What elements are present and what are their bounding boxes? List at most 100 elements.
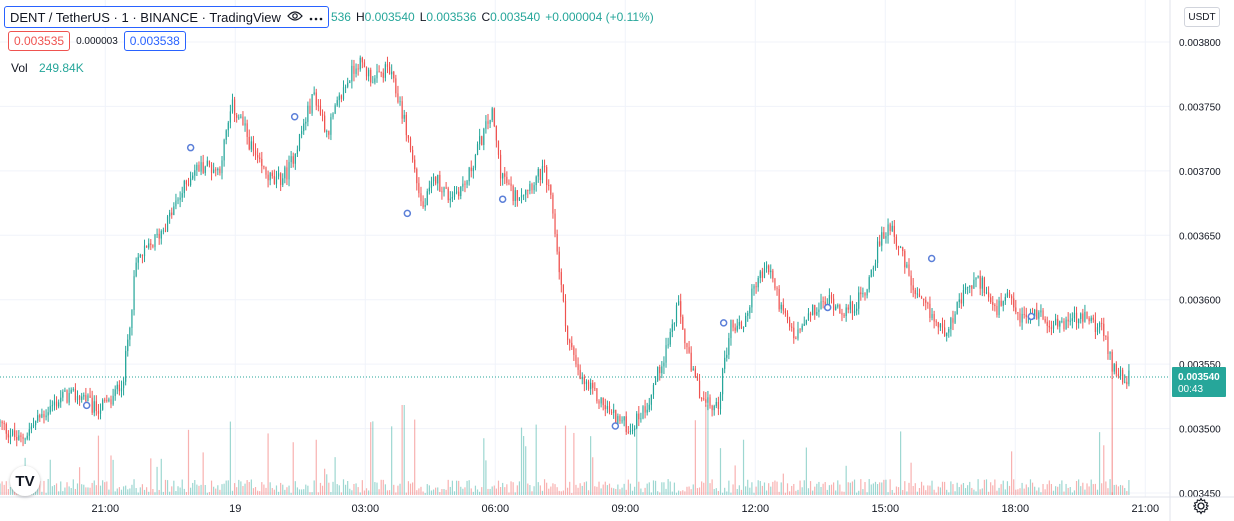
time-axis[interactable]: 21:00 19 03:00 06:00 09:00 12:00 15:00 18:00 21:… bbox=[0, 496, 1234, 515]
volume-bar bbox=[807, 488, 810, 495]
candle-body bbox=[516, 190, 518, 201]
event-marker[interactable] bbox=[403, 209, 412, 218]
volume-bar bbox=[960, 484, 962, 495]
candle-body bbox=[5, 424, 7, 434]
candle-body bbox=[805, 319, 807, 324]
event-marker[interactable] bbox=[186, 143, 195, 152]
candle-body bbox=[730, 319, 732, 339]
event-marker[interactable] bbox=[1027, 312, 1036, 321]
candle-body bbox=[14, 430, 16, 438]
candle-body bbox=[127, 339, 129, 352]
candle-body bbox=[847, 307, 849, 310]
candle-body bbox=[1021, 313, 1023, 323]
volume-bar bbox=[487, 488, 489, 495]
volume-bar bbox=[1105, 481, 1107, 495]
volume-bar bbox=[975, 491, 977, 495]
spread-value: 0.000003 bbox=[76, 35, 118, 47]
candle-body bbox=[374, 78, 376, 83]
volume-bar bbox=[104, 482, 106, 495]
volume-bar bbox=[340, 492, 342, 495]
event-markers[interactable] bbox=[82, 112, 1036, 430]
candle-body bbox=[437, 174, 439, 184]
candle-body bbox=[600, 397, 602, 404]
volume-bar bbox=[1, 481, 3, 495]
candle-body bbox=[242, 116, 244, 126]
candle-body bbox=[1096, 327, 1099, 332]
volume-bar bbox=[925, 490, 927, 495]
volume-bar bbox=[969, 481, 971, 495]
volume-bar bbox=[742, 439, 745, 495]
event-marker[interactable] bbox=[927, 254, 936, 263]
candle-body bbox=[326, 131, 328, 132]
candle-body bbox=[284, 167, 286, 179]
event-marker[interactable] bbox=[82, 401, 91, 410]
candle-body bbox=[0, 421, 1, 423]
volume-bar bbox=[554, 484, 556, 495]
event-marker[interactable] bbox=[290, 112, 299, 121]
more-icon[interactable] bbox=[309, 11, 323, 24]
candle-body bbox=[288, 162, 290, 180]
candle-body bbox=[347, 82, 349, 87]
volume-bar bbox=[152, 489, 154, 495]
volume-bar bbox=[1021, 482, 1023, 495]
volume-bar bbox=[962, 482, 965, 495]
candle-body bbox=[671, 324, 673, 332]
event-marker[interactable] bbox=[611, 422, 620, 430]
volume-bar bbox=[181, 479, 183, 495]
candle-body bbox=[271, 172, 273, 177]
candle-body bbox=[990, 297, 992, 303]
candle-body bbox=[770, 270, 772, 273]
volume-bar bbox=[1027, 487, 1029, 495]
candle-body bbox=[971, 285, 973, 289]
volume-bar bbox=[265, 487, 267, 495]
volume-bar bbox=[891, 489, 893, 495]
volume-bar bbox=[556, 487, 558, 495]
volume-bar bbox=[476, 489, 479, 495]
candle-body bbox=[941, 323, 944, 328]
volume-bar bbox=[889, 479, 891, 495]
candle-body bbox=[108, 399, 110, 402]
volume-bar bbox=[835, 490, 837, 495]
candle-body bbox=[525, 189, 527, 195]
gear-icon[interactable] bbox=[1192, 497, 1210, 520]
eye-icon[interactable] bbox=[287, 10, 303, 24]
volume-bar bbox=[849, 482, 851, 495]
volume-bar bbox=[770, 486, 772, 495]
candle-body bbox=[158, 233, 160, 239]
event-marker[interactable] bbox=[823, 303, 832, 312]
candle-body bbox=[273, 176, 275, 184]
candle-body bbox=[573, 347, 575, 355]
candle-body bbox=[328, 131, 330, 135]
volume-bar bbox=[1063, 491, 1065, 495]
sell-price-button[interactable]: 0.003535 bbox=[8, 31, 71, 51]
candle-body bbox=[439, 174, 441, 192]
volume-bar bbox=[166, 480, 169, 495]
candle-body bbox=[824, 301, 826, 305]
candle-body bbox=[1019, 313, 1021, 323]
candle-body bbox=[311, 94, 313, 114]
candle-body bbox=[148, 243, 150, 248]
volume-bar bbox=[1046, 484, 1048, 495]
candle-body bbox=[709, 397, 711, 406]
candle-body bbox=[585, 381, 588, 385]
volume-bar bbox=[621, 487, 623, 495]
symbol-title-box[interactable]: DENT / TetherUS · 1 · BINANCE · TradingV… bbox=[4, 6, 329, 28]
volume-bar bbox=[338, 485, 340, 495]
volume-bar bbox=[491, 486, 493, 495]
volume-bar bbox=[447, 479, 449, 495]
event-marker[interactable] bbox=[719, 319, 728, 327]
volume-bar bbox=[401, 405, 403, 495]
event-marker[interactable] bbox=[498, 195, 507, 203]
volume-bar bbox=[992, 485, 994, 495]
volume-bar bbox=[828, 485, 830, 495]
tradingview-logo[interactable]: TV bbox=[10, 466, 40, 496]
buy-price-button[interactable]: 0.003538 bbox=[123, 31, 186, 51]
volume-bar bbox=[776, 481, 778, 495]
price-axis[interactable]: 0.003800 0.003750 0.003700 0.003650 0.003600… bbox=[1169, 0, 1226, 521]
volume-bar bbox=[1084, 489, 1086, 495]
currency-button[interactable]: USDT bbox=[1184, 7, 1220, 27]
last-price-badge bbox=[1172, 367, 1226, 398]
volume-bar bbox=[793, 483, 795, 495]
candle-body bbox=[97, 411, 100, 414]
